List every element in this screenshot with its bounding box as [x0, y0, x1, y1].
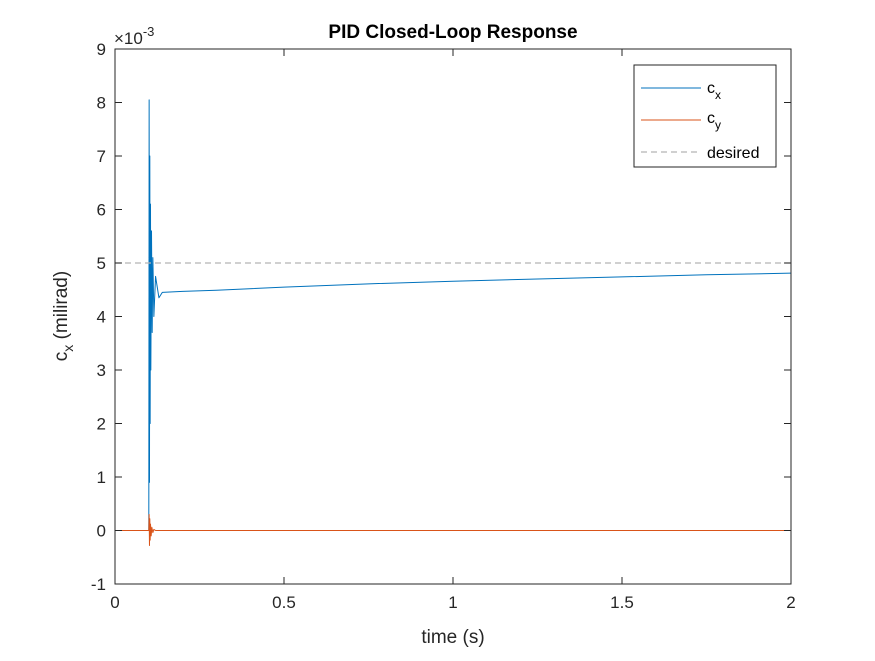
legend-label-desired: desired: [707, 145, 759, 162]
y-tick-label: 1: [97, 468, 106, 487]
y-tick-label: 2: [97, 415, 106, 434]
legend-label-cy-sub: y: [715, 118, 721, 132]
y-exponent-power: -3: [143, 24, 155, 39]
x-tick-label: 0.5: [272, 593, 296, 612]
y-exponent-label: ×10-3: [114, 24, 154, 48]
legend-label-cx-sub: x: [715, 88, 721, 102]
legend-label-cx-base: c: [707, 80, 715, 97]
y-axis-label-rest: (milirad): [51, 271, 72, 345]
legend-label-cy: cy: [707, 110, 721, 132]
series-layer: [115, 99, 792, 546]
y-axis-label: cx (milirad): [51, 271, 76, 361]
legend-box: [633, 64, 777, 168]
y-tick-label: 6: [97, 201, 106, 220]
x-tick-label: 1.5: [610, 593, 634, 612]
y-tick-label: 3: [97, 361, 106, 380]
series-line-c-x: [115, 99, 792, 531]
legend[interactable]: cx cy desired: [633, 64, 777, 168]
x-tick-label: 0: [110, 593, 119, 612]
y-axis-label-base: c: [51, 352, 72, 362]
x-axis-label: time (s): [421, 627, 484, 648]
y-tick-label: 4: [97, 308, 106, 327]
legend-label-cx: cx: [707, 80, 721, 102]
series-line-c-y: [115, 513, 791, 546]
chart-title: PID Closed-Loop Response: [328, 22, 577, 43]
legend-label-cy-base: c: [707, 110, 715, 127]
y-tick-label: 0: [97, 522, 106, 541]
y-tick-label: 8: [97, 94, 106, 113]
y-exponent-base: ×10: [114, 29, 143, 48]
y-tick-label: 7: [97, 147, 106, 166]
y-tick-label: 5: [97, 254, 106, 273]
y-axis-label-sub: x: [60, 345, 76, 352]
y-tick-label: -1: [91, 575, 106, 594]
x-tick-label: 2: [786, 593, 795, 612]
x-tick-label: 1: [448, 593, 457, 612]
y-tick-label: 9: [97, 40, 106, 59]
